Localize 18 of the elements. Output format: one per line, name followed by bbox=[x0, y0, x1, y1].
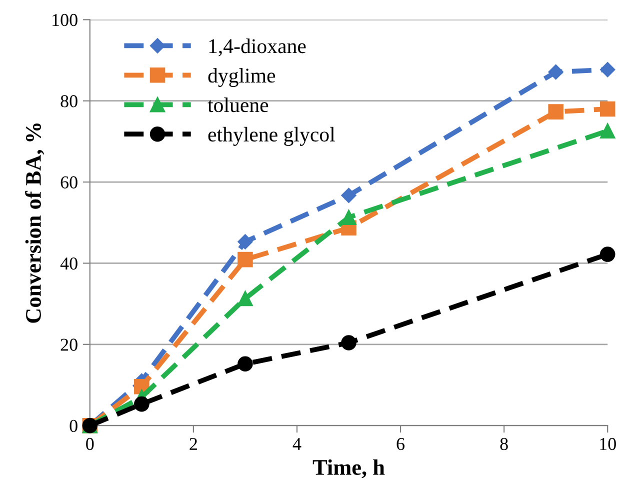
y-tick-label: 60 bbox=[60, 176, 78, 188]
legend-label: dyglime bbox=[208, 68, 276, 87]
x-tick-label: 6 bbox=[396, 438, 404, 450]
x-tick-label: 2 bbox=[190, 438, 197, 450]
x-tick-label: 0 bbox=[86, 438, 94, 450]
y-tick-label: 40 bbox=[60, 257, 78, 270]
y-tick-label: 100 bbox=[52, 14, 78, 26]
legend-label: toluene bbox=[208, 97, 268, 112]
legend-label: ethylene glycol bbox=[208, 126, 335, 146]
x-tick-label: 8 bbox=[500, 438, 508, 450]
x-tick-label: 4 bbox=[292, 438, 302, 450]
y-tick-label: 0 bbox=[70, 420, 78, 432]
legend-label: 1,4-dioxane bbox=[209, 38, 306, 56]
x-axis-title: Time, h bbox=[312, 459, 385, 478]
y-tick-label: 80 bbox=[60, 95, 78, 108]
x-tick-label: 10 bbox=[600, 438, 616, 450]
y-tick-label: 20 bbox=[60, 338, 78, 351]
y-axis-title: Conversion of BA, % bbox=[25, 123, 44, 323]
